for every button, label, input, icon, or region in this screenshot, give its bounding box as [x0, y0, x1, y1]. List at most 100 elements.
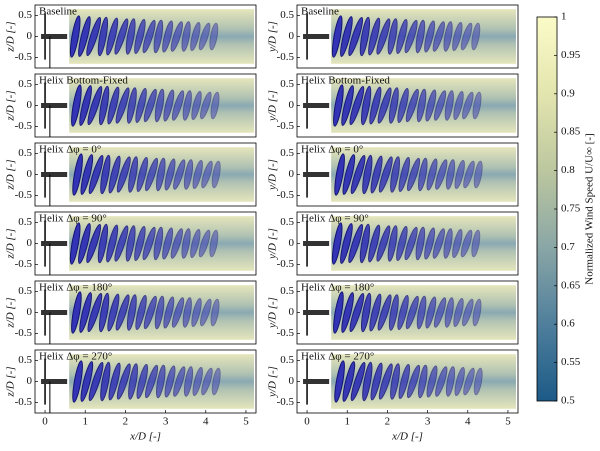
- vortex: [454, 366, 465, 397]
- vortex: [192, 159, 203, 190]
- vortex: [114, 18, 129, 55]
- nacelle: [303, 241, 330, 246]
- vortex: [396, 226, 408, 261]
- vortex: [181, 21, 191, 52]
- vortex: [107, 293, 120, 332]
- vortex: [340, 223, 353, 264]
- y-axis-label: z/D [-]: [5, 159, 17, 190]
- colorbar-tick-label: 0.85: [561, 126, 581, 138]
- vortex: [78, 16, 91, 57]
- nacelle: [41, 34, 68, 39]
- vortex: [378, 363, 393, 400]
- vortex: [418, 157, 428, 192]
- vortex: [199, 298, 212, 327]
- panel-title: Helix Δφ = 0°: [301, 144, 363, 156]
- colorbar-label: Normalized Wind Speed U/U∞ [-]: [584, 133, 596, 284]
- nacelle: [303, 172, 330, 177]
- vortex: [86, 16, 102, 57]
- vortex: [404, 226, 418, 261]
- vortex: [334, 360, 345, 403]
- vortex: [435, 366, 448, 397]
- x-tick-label: 1: [82, 416, 88, 428]
- y-tick-label: 0: [289, 306, 295, 318]
- y-tick-label: 0.5: [18, 354, 32, 366]
- vortex: [211, 160, 221, 189]
- vortex: [387, 18, 398, 55]
- vortex: [471, 229, 481, 258]
- y-axis-label: y/D [-]: [267, 159, 279, 191]
- vortex: [190, 21, 201, 52]
- vortex: [405, 88, 419, 123]
- vortex: [182, 297, 192, 328]
- vortex: [461, 91, 474, 120]
- vortex: [88, 361, 104, 402]
- nacelle: [41, 379, 68, 384]
- colorbar-tick-label: 0.95: [561, 49, 581, 61]
- y-tick-label: -0.5: [15, 120, 33, 132]
- vortex: [107, 86, 120, 125]
- vortex: [369, 86, 382, 125]
- vortex: [390, 156, 400, 193]
- x-tick-label: 4: [465, 416, 471, 428]
- vortex: [143, 88, 157, 123]
- vortex: [443, 21, 453, 52]
- vortex: [424, 227, 436, 260]
- vortex: [170, 228, 184, 259]
- y-tick-label: 0.5: [280, 354, 294, 366]
- y-tick-label: 0.5: [280, 285, 294, 297]
- vortex: [116, 156, 131, 193]
- y-tick-label: 0: [289, 168, 295, 180]
- y-tick-label: -0.5: [15, 189, 33, 201]
- vortex: [368, 224, 381, 263]
- vortex: [370, 155, 383, 194]
- vortex: [199, 91, 212, 120]
- y-tick-label: -0.5: [277, 120, 295, 132]
- x-tick-label: 3: [425, 416, 431, 428]
- vortex: [388, 294, 399, 331]
- vortex: [210, 298, 220, 327]
- vortex: [162, 20, 174, 53]
- vortex: [134, 19, 146, 54]
- y-tick-label: -0.5: [15, 396, 33, 408]
- vortex: [69, 222, 81, 265]
- colorbar-tick-label: 0.7: [561, 241, 575, 253]
- vortex: [331, 222, 343, 265]
- vortex: [452, 21, 463, 52]
- colorbar-tick-label: 0.6: [561, 318, 575, 330]
- vortex: [209, 22, 219, 51]
- panel: Helix Δφ = 270° -0.5 0 0.5y/D [-] 0 1 2 3 4 5 x/D …: [267, 349, 519, 443]
- x-tick-label: 2: [385, 416, 391, 428]
- y-tick-label: 0.5: [280, 147, 294, 159]
- vortex: [198, 22, 211, 51]
- vortex: [377, 87, 392, 124]
- y-tick-label: 0.5: [280, 216, 294, 228]
- vortex: [349, 85, 365, 126]
- x-tick-label: 5: [505, 416, 511, 428]
- vortex: [404, 19, 418, 54]
- vortex: [164, 158, 176, 191]
- vortex: [387, 225, 398, 262]
- y-tick-label: 0: [27, 306, 33, 318]
- panel: Helix Bottom-Fixed -0.5 0 0.5y/D [-]: [267, 73, 519, 138]
- y-tick-label: 0.5: [280, 78, 294, 90]
- vortex: [181, 228, 191, 259]
- vortex: [201, 367, 213, 396]
- panel: Baseline -0.5 0 0.5y/D [-]: [267, 4, 519, 69]
- vortex: [471, 22, 481, 51]
- vortex: [183, 159, 194, 190]
- y-axis-label: y/D [-]: [267, 366, 279, 398]
- vortex: [153, 226, 164, 261]
- vortex: [108, 155, 121, 194]
- y-axis-label: y/D [-]: [267, 228, 279, 260]
- x-tick-label: 2: [123, 416, 129, 428]
- colorbar-tick-label: 0.65: [561, 279, 581, 291]
- vortex: [97, 223, 109, 264]
- vortex: [88, 154, 104, 195]
- panel: Helix Δφ = 90° -0.5 0 0.5y/D [-]: [267, 211, 519, 276]
- vortex: [128, 156, 138, 193]
- vortex: [452, 228, 463, 259]
- vortex: [415, 226, 426, 261]
- panel: Helix Bottom-Fixed -0.5 0 0.5z/D [-]: [5, 73, 257, 138]
- vortex: [424, 20, 436, 53]
- vortex: [425, 296, 437, 329]
